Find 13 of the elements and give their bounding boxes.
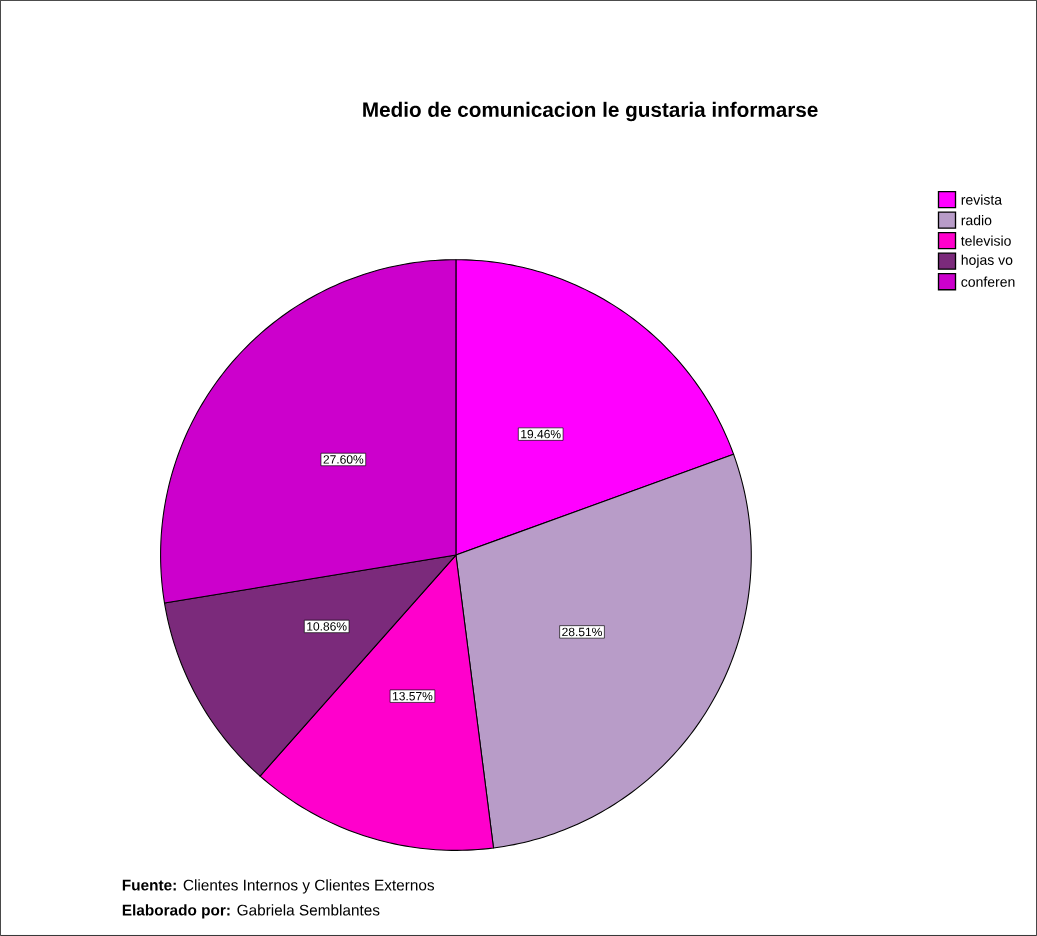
legend-label: revista — [961, 194, 1003, 205]
chart-title: Medio de comunicacion le gustaria informarse — [363, 101, 818, 122]
data-label: 19.46% — [521, 429, 561, 439]
legend-label: radio — [961, 215, 992, 226]
text: Fuente: Clientes Internos y Clientes Externos — [122, 879, 435, 894]
legend-label: hojas vo — [961, 254, 1013, 268]
data-label: 13.57% — [393, 691, 433, 701]
data-label: 27.60% — [323, 455, 364, 464]
data-label: 10.86% — [307, 622, 347, 631]
text: Elaborado por: Gabriela Semblantes — [122, 904, 380, 919]
legend-label: conferen — [961, 276, 1015, 287]
data-label: 28.51% — [562, 627, 602, 637]
legend-label: televisio — [960, 235, 1011, 246]
